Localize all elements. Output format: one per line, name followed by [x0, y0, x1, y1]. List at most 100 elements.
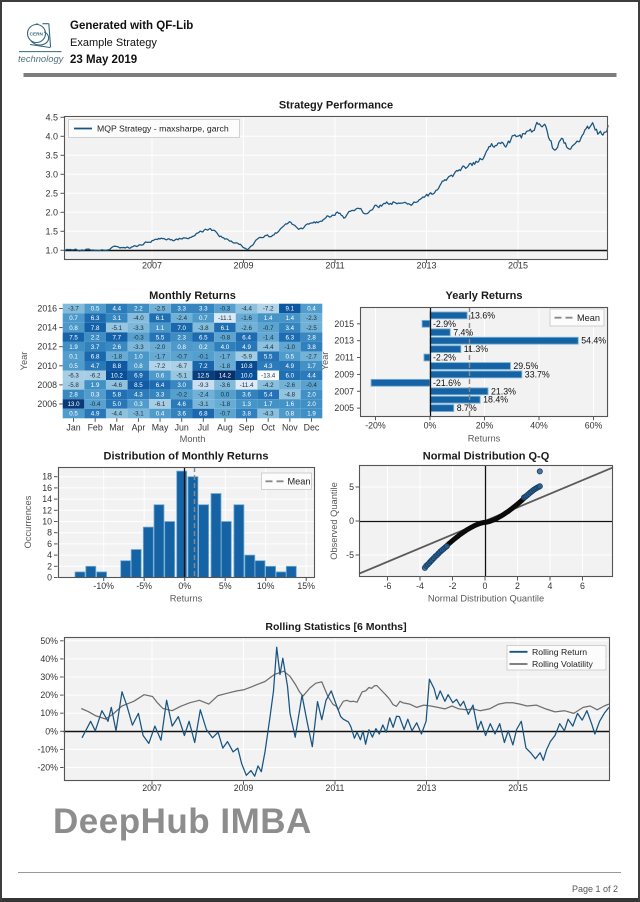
svg-text:-2.4: -2.4: [176, 315, 187, 322]
svg-text:-3.3: -3.3: [133, 325, 144, 332]
svg-text:6.8: 6.8: [199, 411, 208, 418]
svg-text:-5.9: -5.9: [241, 353, 252, 360]
svg-text:4.9: 4.9: [242, 344, 251, 351]
svg-text:-7.2: -7.2: [263, 306, 274, 313]
svg-text:-6: -6: [384, 581, 392, 591]
svg-text:4.0: 4.0: [45, 131, 58, 141]
svg-text:10%: 10%: [40, 708, 58, 718]
svg-text:-5%: -5%: [136, 581, 152, 591]
svg-text:-0.2: -0.2: [176, 392, 187, 399]
svg-text:3.1: 3.1: [112, 315, 121, 322]
svg-text:21.3%: 21.3%: [491, 386, 516, 396]
svg-text:1.7: 1.7: [264, 401, 273, 408]
svg-text:54.4%: 54.4%: [581, 336, 606, 346]
svg-text:0.7: 0.7: [69, 315, 78, 322]
svg-text:7.8: 7.8: [91, 325, 100, 332]
svg-text:DeepHub IMBA: DeepHub IMBA: [53, 802, 312, 841]
svg-text:1.1: 1.1: [156, 325, 165, 332]
svg-text:0%: 0%: [424, 421, 437, 431]
svg-text:2015: 2015: [334, 319, 354, 329]
svg-text:2013: 2013: [416, 261, 436, 271]
svg-text:Monthly Returns: Monthly Returns: [149, 290, 236, 302]
svg-text:3.8: 3.8: [242, 411, 251, 418]
svg-text:5.0: 5.0: [112, 401, 121, 408]
svg-text:MQP Strategy - maxsharpe, garc: MQP Strategy - maxsharpe, garch: [97, 124, 229, 134]
svg-text:2009: 2009: [234, 783, 254, 793]
svg-text:0.5: 0.5: [69, 363, 78, 370]
svg-text:Dec: Dec: [304, 423, 320, 433]
svg-text:10: 10: [42, 517, 52, 527]
svg-text:0.5: 0.5: [69, 411, 78, 418]
svg-text:8: 8: [47, 528, 52, 538]
svg-text:Oct: Oct: [261, 423, 275, 433]
svg-text:2013: 2013: [334, 336, 354, 346]
svg-text:6: 6: [580, 581, 585, 591]
svg-text:Aug: Aug: [217, 423, 233, 433]
svg-text:-1.8: -1.8: [220, 363, 231, 370]
svg-text:10.8: 10.8: [241, 363, 254, 370]
svg-text:Returns: Returns: [170, 594, 203, 604]
svg-text:0.8: 0.8: [177, 344, 186, 351]
svg-text:-5.1: -5.1: [176, 373, 187, 380]
svg-text:Strategy Performance: Strategy Performance: [279, 100, 393, 112]
svg-text:14.2: 14.2: [219, 373, 232, 380]
svg-text:2.2: 2.2: [134, 306, 143, 313]
svg-text:4: 4: [548, 581, 553, 591]
svg-text:-2: -2: [449, 581, 457, 591]
svg-text:-3.7: -3.7: [68, 306, 79, 313]
svg-text:3.8: 3.8: [307, 344, 316, 351]
svg-text:0.8: 0.8: [69, 325, 78, 332]
svg-text:2008: 2008: [37, 380, 57, 390]
svg-text:23 May 2019: 23 May 2019: [70, 54, 137, 66]
svg-text:2014: 2014: [37, 323, 57, 333]
svg-text:40%: 40%: [40, 654, 58, 664]
svg-text:4.5: 4.5: [45, 112, 58, 122]
svg-text:technology: technology: [18, 53, 65, 64]
svg-text:0.4: 0.4: [156, 411, 165, 418]
svg-text:2005: 2005: [334, 403, 354, 413]
svg-text:2007: 2007: [142, 783, 162, 793]
svg-text:1.0: 1.0: [45, 245, 58, 255]
svg-text:33.7%: 33.7%: [525, 369, 550, 379]
svg-text:6.1: 6.1: [221, 325, 230, 332]
svg-text:Jul: Jul: [198, 423, 209, 433]
svg-text:7.7: 7.7: [112, 334, 121, 341]
svg-text:Example Strategy: Example Strategy: [70, 37, 157, 49]
svg-text:1.6: 1.6: [285, 401, 294, 408]
svg-text:0.3: 0.3: [134, 401, 143, 408]
svg-text:-6.2: -6.2: [90, 373, 101, 380]
svg-text:0.1: 0.1: [69, 353, 78, 360]
svg-text:3.0: 3.0: [177, 382, 186, 389]
svg-text:1.9: 1.9: [69, 344, 78, 351]
svg-text:0: 0: [483, 581, 488, 591]
svg-text:3.3: 3.3: [156, 392, 165, 399]
svg-text:7.2: 7.2: [199, 363, 208, 370]
svg-text:4.0: 4.0: [221, 344, 230, 351]
svg-text:2009: 2009: [334, 369, 354, 379]
svg-text:6.1: 6.1: [156, 315, 165, 322]
svg-text:Distribution of Monthly Return: Distribution of Monthly Returns: [104, 451, 269, 463]
svg-text:-11.4: -11.4: [240, 382, 254, 389]
svg-text:3.3: 3.3: [199, 306, 208, 313]
svg-text:-6.7: -6.7: [176, 363, 187, 370]
svg-text:3.6: 3.6: [177, 411, 186, 418]
svg-text:12: 12: [42, 505, 52, 515]
svg-text:-2.0: -2.0: [155, 344, 166, 351]
svg-text:-20%: -20%: [37, 763, 58, 773]
svg-text:-0.3: -0.3: [133, 334, 144, 341]
svg-text:-4.4: -4.4: [111, 411, 122, 418]
svg-text:1.4: 1.4: [264, 315, 273, 322]
svg-text:4.3: 4.3: [134, 392, 143, 399]
svg-text:29.5%: 29.5%: [513, 361, 538, 371]
svg-text:-0.7: -0.7: [263, 325, 274, 332]
svg-text:2016: 2016: [37, 303, 57, 313]
svg-text:2.2: 2.2: [91, 334, 100, 341]
svg-text:-3.8: -3.8: [198, 325, 209, 332]
svg-text:2015: 2015: [508, 261, 528, 271]
svg-text:May: May: [152, 423, 169, 433]
svg-text:-2.4: -2.4: [198, 392, 209, 399]
svg-text:6.3: 6.3: [285, 334, 294, 341]
svg-text:Nov: Nov: [282, 423, 298, 433]
svg-text:0.6: 0.6: [156, 373, 165, 380]
svg-text:4.4: 4.4: [307, 373, 316, 380]
